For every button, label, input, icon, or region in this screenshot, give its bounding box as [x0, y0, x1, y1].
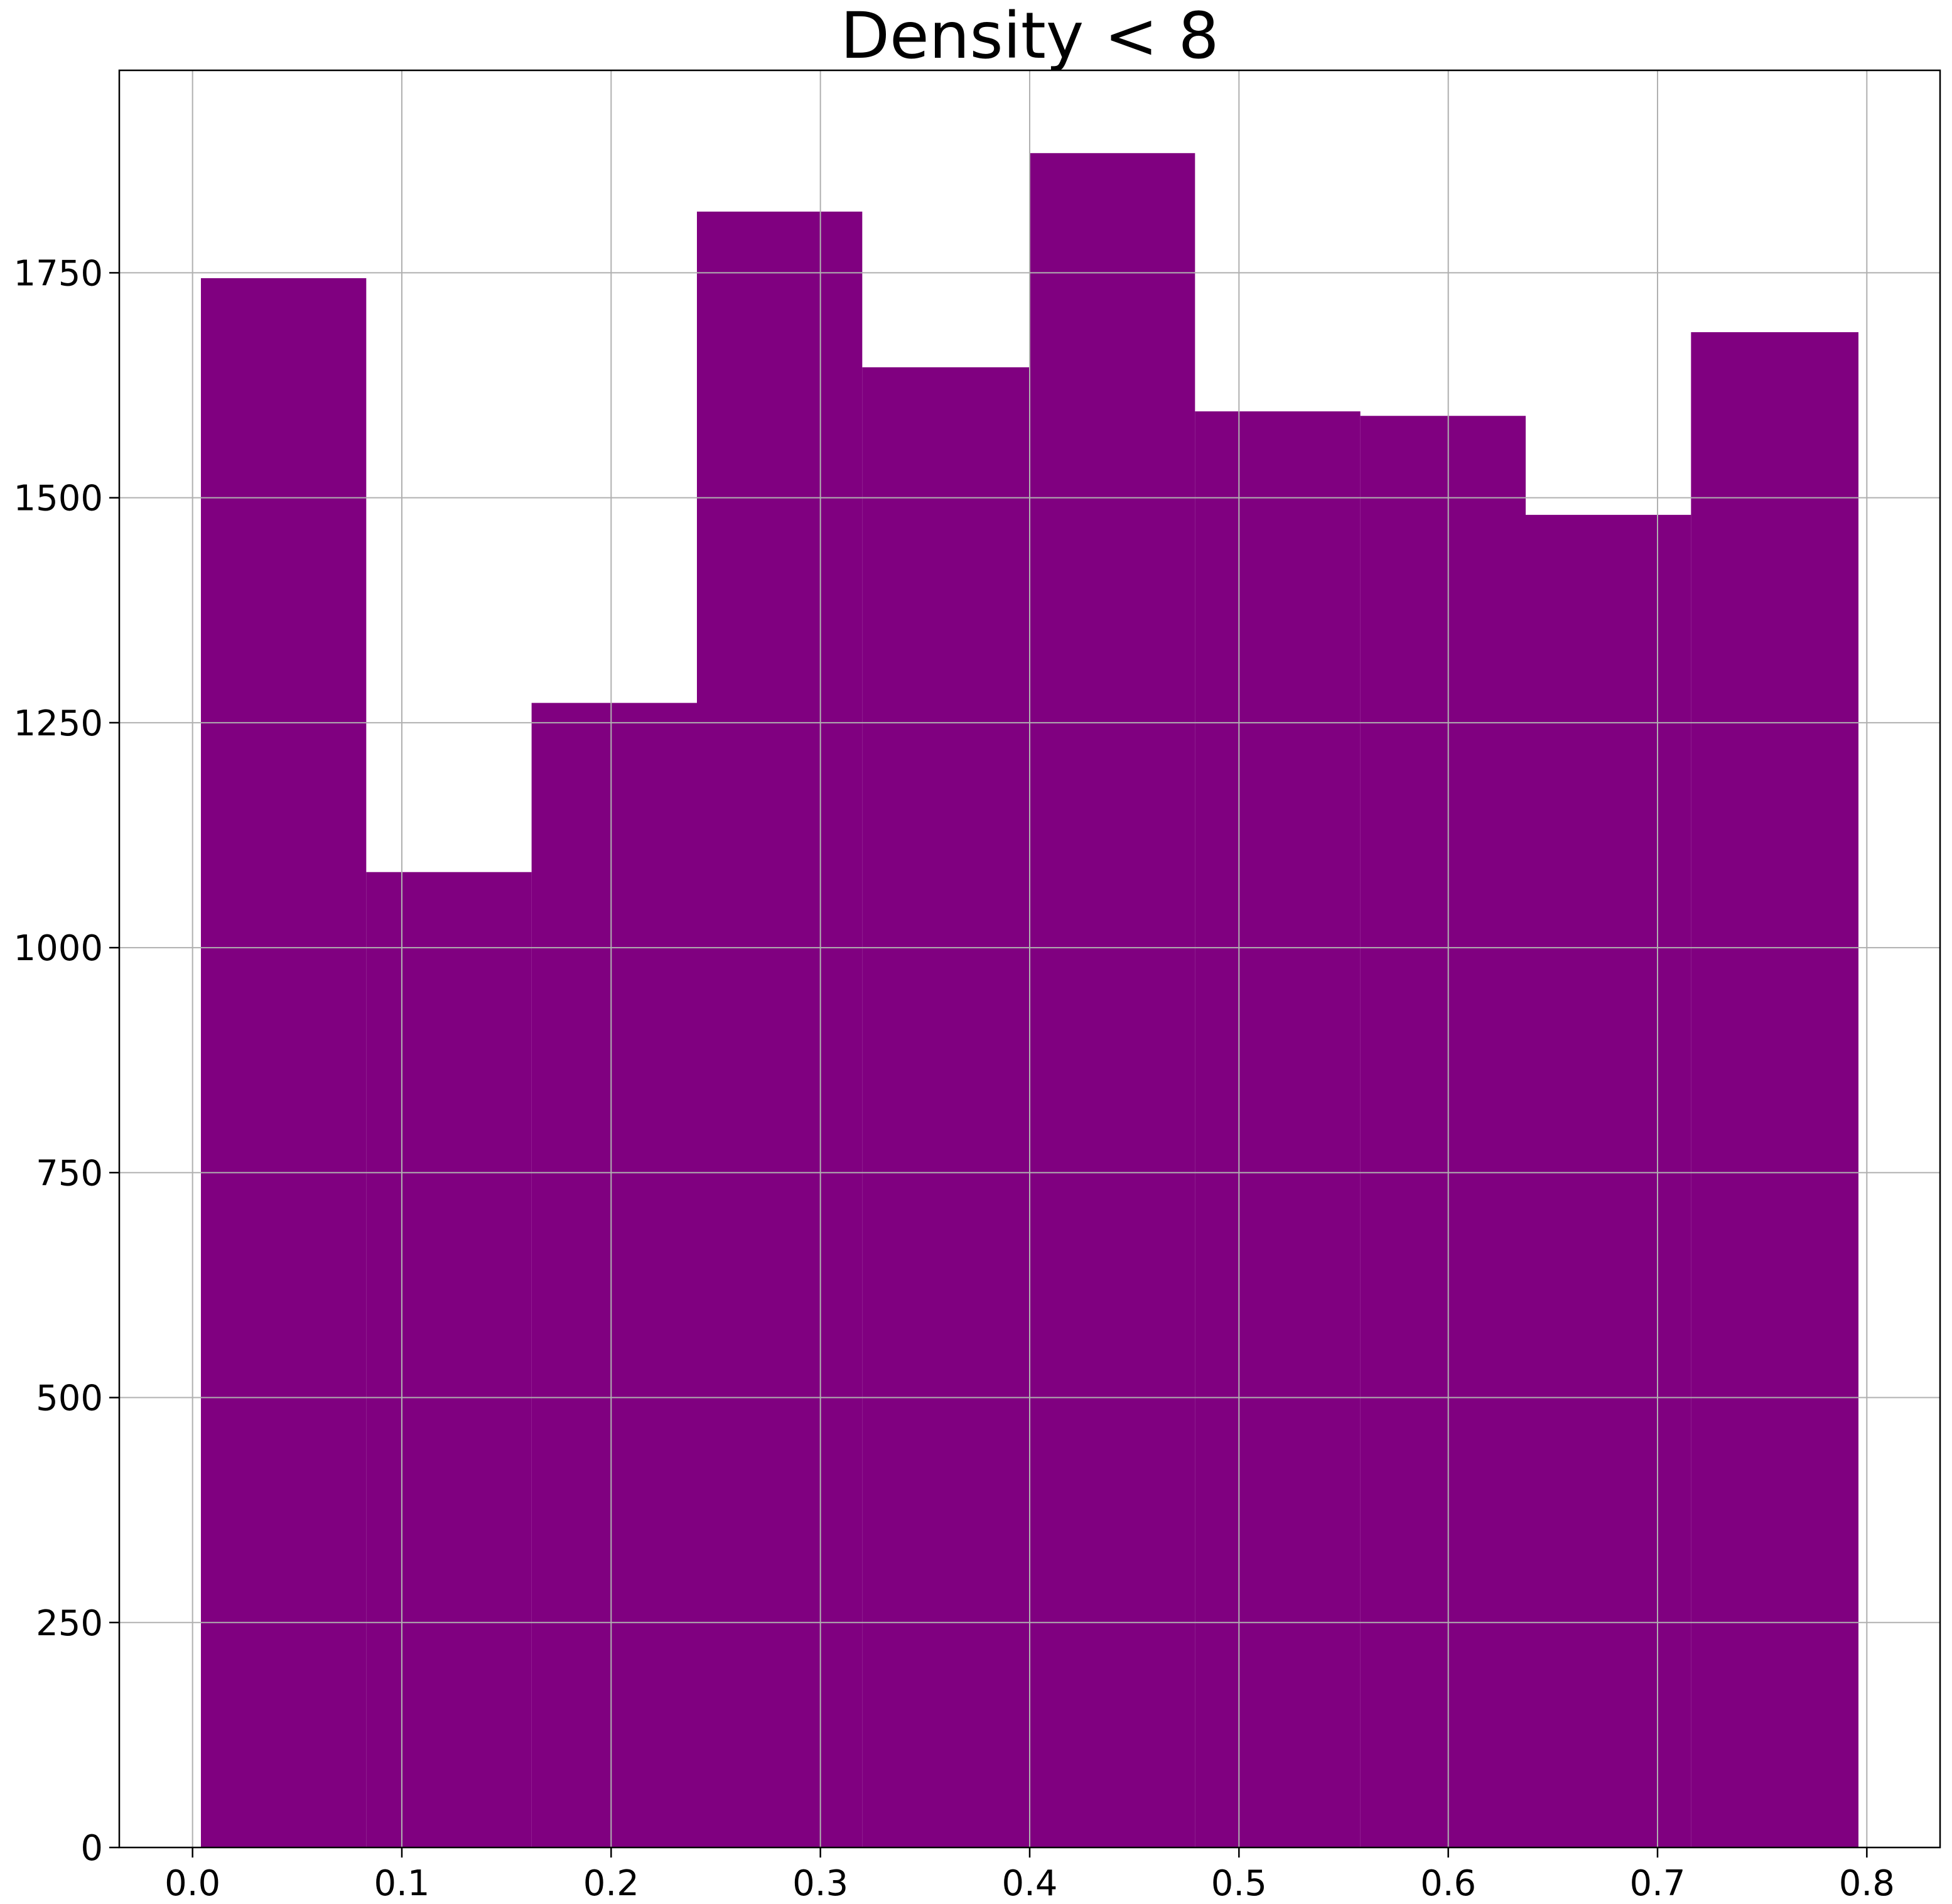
x-tick-label: 0.1 — [374, 1863, 429, 1904]
histogram-bar-6 — [1030, 153, 1195, 1847]
y-tick-label: 1500 — [13, 479, 103, 519]
y-axis-ticks: 0 250 500 750 1000 1250 1500 1750 — [13, 253, 119, 1869]
x-tick-label: 0.5 — [1211, 1863, 1267, 1904]
histogram-bar-1 — [201, 278, 367, 1848]
y-tick-label: 1750 — [13, 253, 103, 294]
histogram-bar-3 — [531, 703, 697, 1847]
chart-title: Density < 8 — [841, 0, 1219, 73]
y-tick-label: 0 — [80, 1828, 103, 1869]
x-tick-label: 0.8 — [1839, 1863, 1895, 1904]
x-tick-label: 0.4 — [1001, 1863, 1057, 1904]
x-tick-label: 0.2 — [583, 1863, 639, 1904]
y-tick-label: 250 — [36, 1603, 103, 1644]
histogram-bars — [201, 153, 1858, 1848]
x-tick-label: 0.0 — [164, 1863, 220, 1904]
y-tick-label: 750 — [36, 1153, 103, 1194]
histogram-bar-2 — [366, 872, 532, 1847]
x-axis-ticks: 0.0 0.1 0.2 0.3 0.4 0.5 0.6 0.7 0.8 — [164, 1847, 1895, 1904]
histogram-bar-8 — [1360, 416, 1526, 1847]
grid-lines — [119, 70, 1940, 1848]
plot-frame — [118, 69, 1941, 1849]
histogram-bar-10 — [1691, 332, 1858, 1847]
y-tick-label: 500 — [36, 1378, 103, 1419]
histogram-bar-7 — [1195, 411, 1361, 1847]
histogram-bar-5 — [862, 367, 1030, 1847]
x-tick-label: 0.7 — [1629, 1863, 1685, 1904]
histogram-bar-4 — [697, 211, 863, 1848]
x-tick-label: 0.6 — [1420, 1863, 1476, 1904]
y-tick-label: 1000 — [13, 928, 103, 969]
y-tick-label: 1250 — [13, 703, 103, 744]
x-tick-label: 0.3 — [792, 1863, 848, 1904]
histogram-bar-9 — [1526, 514, 1691, 1848]
